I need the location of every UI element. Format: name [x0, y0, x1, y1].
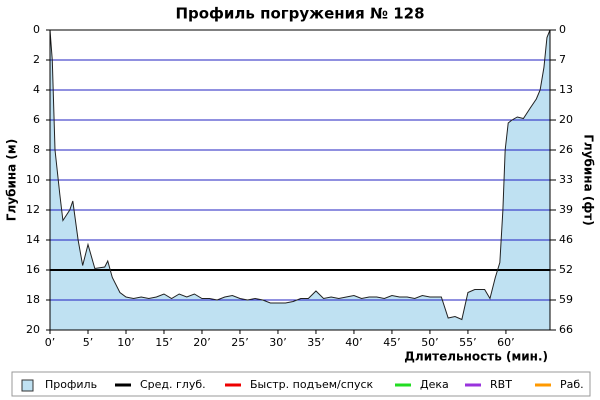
y2-tick-label: 59: [559, 293, 573, 306]
legend-label: Дека: [420, 378, 449, 391]
y-tick-label: 10: [26, 173, 40, 186]
y-tick-label: 4: [33, 83, 40, 96]
y-tick-label: 14: [26, 233, 40, 246]
x-tick-label: 60’: [497, 336, 515, 349]
legend-swatch: [21, 379, 34, 392]
x-tick-label: 20’: [193, 336, 211, 349]
x-axis-title: Длительность (мин.): [404, 350, 548, 364]
y-tick-label: 20: [26, 323, 40, 336]
x-tick-label: 30’: [269, 336, 287, 349]
legend-label: Раб.: [560, 378, 584, 391]
legend-label: Сред. глуб.: [140, 378, 206, 391]
legend-box: [11, 371, 591, 397]
x-tick-label: 45’: [383, 336, 401, 349]
x-tick-label: 55’: [459, 336, 477, 349]
chart-title: Профиль погружения № 128: [175, 5, 424, 23]
y2-tick-label: 46: [559, 233, 573, 246]
x-tick-label: 25’: [231, 336, 249, 349]
y-axis-title: Глубина (м): [5, 139, 19, 221]
y-tick-label: 8: [33, 143, 40, 156]
y2-tick-label: 0: [559, 23, 566, 36]
y2-tick-label: 7: [559, 53, 566, 66]
y2-axis-title: Глубина (фт): [582, 134, 596, 225]
legend-label: RBT: [490, 378, 512, 391]
y-tick-label: 12: [26, 203, 40, 216]
y-tick-label: 0: [33, 23, 40, 36]
x-tick-label: 10’: [117, 336, 135, 349]
y2-tick-label: 20: [559, 113, 573, 126]
plot-frame: [49, 29, 551, 331]
legend-label: Быстр. подъем/спуск: [250, 378, 374, 391]
x-tick-label: 50’: [421, 336, 439, 349]
y2-tick-label: 52: [559, 263, 573, 276]
y-tick-label: 18: [26, 293, 40, 306]
y2-tick-label: 39: [559, 203, 573, 216]
x-tick-label: 35’: [307, 336, 325, 349]
x-tick-label: 15’: [155, 336, 173, 349]
y2-tick-label: 26: [559, 143, 573, 156]
y2-tick-label: 66: [559, 323, 573, 336]
profile-line: [49, 29, 551, 321]
y2-tick-label: 13: [559, 83, 573, 96]
legend-label: Профиль: [45, 378, 97, 391]
y-tick-label: 6: [33, 113, 40, 126]
y-tick-label: 2: [33, 53, 40, 66]
x-tick-label: 40’: [345, 336, 363, 349]
x-tick-label: 5’: [83, 336, 94, 349]
x-tick-label: 0’: [45, 336, 56, 349]
y-tick-label: 16: [26, 263, 40, 276]
y2-tick-label: 33: [559, 173, 573, 186]
